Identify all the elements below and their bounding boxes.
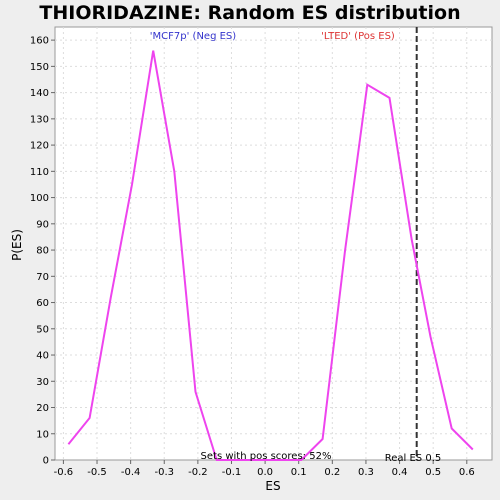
y-tick-label: 140 [30, 88, 49, 99]
x-tick-label: -0.3 [154, 467, 174, 478]
x-axis: -0.6 -0.5 -0.4 -0.3 -0.2 -0.1 0.0 0.1 0.2 0.3 0.4 0… [54, 460, 475, 478]
y-tick-label: 100 [30, 193, 49, 204]
x-tick-label: 0.2 [324, 467, 340, 478]
y-tick-label: 80 [36, 246, 49, 257]
x-tick-label: 0.5 [425, 467, 441, 478]
y-tick-label: 150 [30, 62, 49, 73]
y-axis-label: P(ES) [10, 229, 24, 261]
y-tick-label: 60 [36, 298, 49, 309]
y-axis: 0 10 20 30 40 50 60 70 80 90 100 110 120 130 140 150 160 [30, 36, 55, 467]
pos-scores-label: Sets with pos scores: 52% [201, 451, 332, 462]
real-es-label: Real ES 0.5 [385, 453, 441, 464]
y-tick-label: 50 [36, 324, 49, 335]
series-line [67, 50, 474, 461]
x-tick-label: -0.5 [87, 467, 107, 478]
y-tick-label: 20 [36, 403, 49, 414]
y-tick-label: 110 [30, 167, 49, 178]
x-tick-label: 0.0 [257, 467, 273, 478]
x-tick-label: 0.6 [459, 467, 475, 478]
y-tick-label: 70 [36, 272, 49, 283]
chart-title: THIORIDAZINE: Random ES distribution [39, 2, 460, 24]
y-tick-label: 90 [36, 219, 49, 230]
x-tick-label: -0.2 [188, 467, 208, 478]
y-tick-label: 160 [30, 36, 49, 47]
y-tick-label: 120 [30, 141, 49, 152]
x-tick-label: -0.6 [54, 467, 74, 478]
x-tick-label: -0.1 [222, 467, 242, 478]
pos-es-label: 'LTED' (Pos ES) [321, 31, 395, 42]
x-tick-label: -0.4 [121, 467, 141, 478]
x-axis-label: ES [265, 479, 280, 493]
y-tick-label: 10 [36, 429, 49, 440]
y-tick-label: 0 [43, 456, 49, 467]
plot-area [54, 26, 493, 461]
neg-es-label: 'MCF7p' (Neg ES) [150, 31, 236, 42]
x-tick-label: 0.4 [392, 467, 408, 478]
y-tick-label: 40 [36, 351, 49, 362]
x-tick-label: 0.1 [291, 467, 307, 478]
y-tick-label: 130 [30, 114, 49, 125]
x-tick-label: 0.3 [358, 467, 374, 478]
y-tick-label: 30 [36, 377, 49, 388]
grid [55, 27, 492, 460]
